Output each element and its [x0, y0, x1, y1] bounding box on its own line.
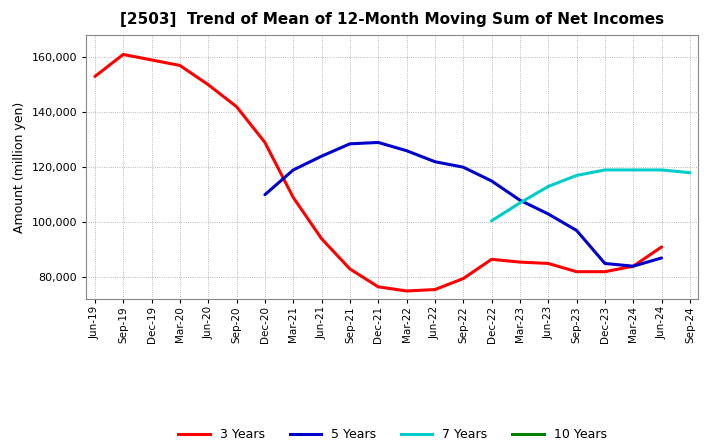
3 Years: [487, 257, 496, 262]
5 Years: [374, 140, 382, 145]
3 Years: [318, 236, 326, 241]
3 Years: [91, 74, 99, 79]
3 Years: [629, 264, 637, 269]
3 Years: [374, 284, 382, 290]
3 Years: [261, 140, 269, 145]
5 Years: [261, 192, 269, 197]
5 Years: [516, 198, 524, 203]
7 Years: [629, 167, 637, 172]
5 Years: [431, 159, 439, 165]
3 Years: [148, 57, 156, 62]
5 Years: [657, 255, 666, 260]
Line: 7 Years: 7 Years: [492, 170, 690, 221]
7 Years: [487, 218, 496, 224]
Title: [2503]  Trend of Mean of 12-Month Moving Sum of Net Incomes: [2503] Trend of Mean of 12-Month Moving …: [120, 12, 665, 27]
5 Years: [572, 228, 581, 233]
3 Years: [431, 287, 439, 292]
7 Years: [516, 200, 524, 205]
7 Years: [572, 173, 581, 178]
5 Years: [629, 264, 637, 269]
5 Years: [318, 154, 326, 159]
7 Years: [685, 170, 694, 175]
5 Years: [402, 148, 411, 153]
3 Years: [402, 288, 411, 293]
5 Years: [487, 178, 496, 183]
5 Years: [600, 261, 609, 266]
3 Years: [572, 269, 581, 275]
3 Years: [459, 276, 467, 281]
7 Years: [600, 167, 609, 172]
3 Years: [600, 269, 609, 275]
5 Years: [544, 211, 552, 216]
7 Years: [544, 184, 552, 189]
3 Years: [289, 195, 297, 200]
5 Years: [346, 141, 354, 147]
3 Years: [204, 82, 212, 87]
3 Years: [516, 260, 524, 265]
Y-axis label: Amount (million yen): Amount (million yen): [13, 102, 26, 233]
3 Years: [657, 244, 666, 249]
3 Years: [233, 104, 241, 109]
Line: 3 Years: 3 Years: [95, 55, 662, 291]
5 Years: [289, 167, 297, 172]
3 Years: [544, 261, 552, 266]
3 Years: [346, 266, 354, 271]
3 Years: [119, 52, 127, 57]
5 Years: [459, 165, 467, 170]
Line: 5 Years: 5 Years: [265, 143, 662, 266]
7 Years: [657, 167, 666, 172]
Legend: 3 Years, 5 Years, 7 Years, 10 Years: 3 Years, 5 Years, 7 Years, 10 Years: [174, 423, 611, 440]
3 Years: [176, 63, 184, 68]
